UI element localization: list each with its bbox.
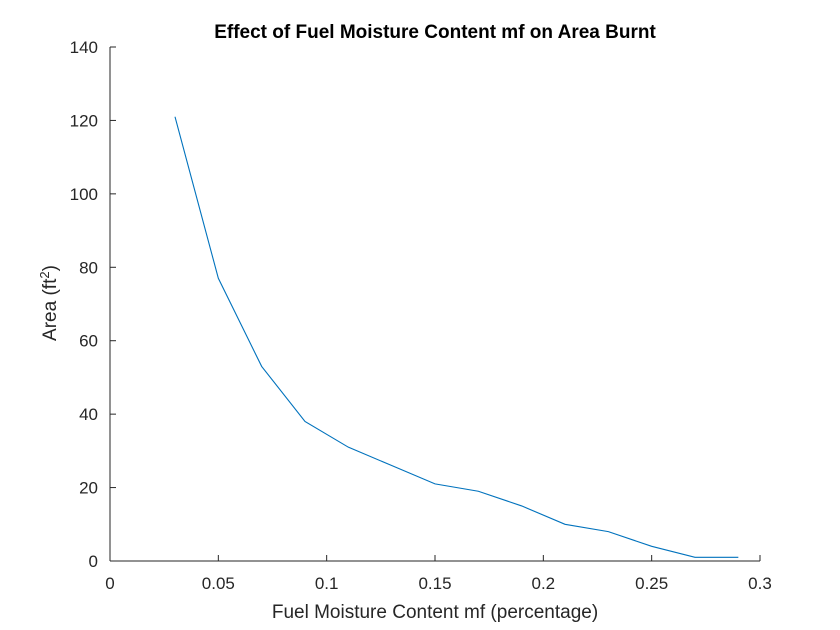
y-axis-label-main: Area (ft xyxy=(40,278,61,341)
y-tick-label: 60 xyxy=(79,332,98,351)
y-tick-label: 80 xyxy=(79,258,98,277)
x-tick-label: 0 xyxy=(105,574,114,593)
plot-series xyxy=(174,116,739,558)
x-tick-label: 0.15 xyxy=(418,574,451,593)
x-axis-label: Fuel Moisture Content mf (percentage) xyxy=(272,602,598,623)
y-tick-label: 120 xyxy=(70,111,98,130)
x-tick-label: 0.25 xyxy=(635,574,668,593)
x-tick-label: 0.1 xyxy=(315,574,339,593)
y-tick-label: 20 xyxy=(79,479,98,498)
x-tick-label: 0.2 xyxy=(532,574,556,593)
y-axis-label: Area (ft2) xyxy=(37,265,62,341)
y-tick-label: 100 xyxy=(70,185,98,204)
chart-title: Effect of Fuel Moisture Content mf on Ar… xyxy=(214,22,656,43)
y-axis-label-end: ) xyxy=(40,265,61,271)
x-tick-label: 0.05 xyxy=(202,574,235,593)
x-tick-label: 0.3 xyxy=(748,574,772,593)
series-line xyxy=(174,116,739,558)
y-tick-label: 40 xyxy=(79,405,98,424)
y-tick-label: 0 xyxy=(89,552,98,571)
x-axis: 0 0.05 0.1 0.15 0.2 0.25 0.3 xyxy=(105,555,772,593)
y-axis-label-superscript: 2 xyxy=(37,271,52,278)
y-axis: 0 20 40 60 80 100 120 140 xyxy=(70,38,116,571)
y-tick-label: 140 xyxy=(70,38,98,57)
